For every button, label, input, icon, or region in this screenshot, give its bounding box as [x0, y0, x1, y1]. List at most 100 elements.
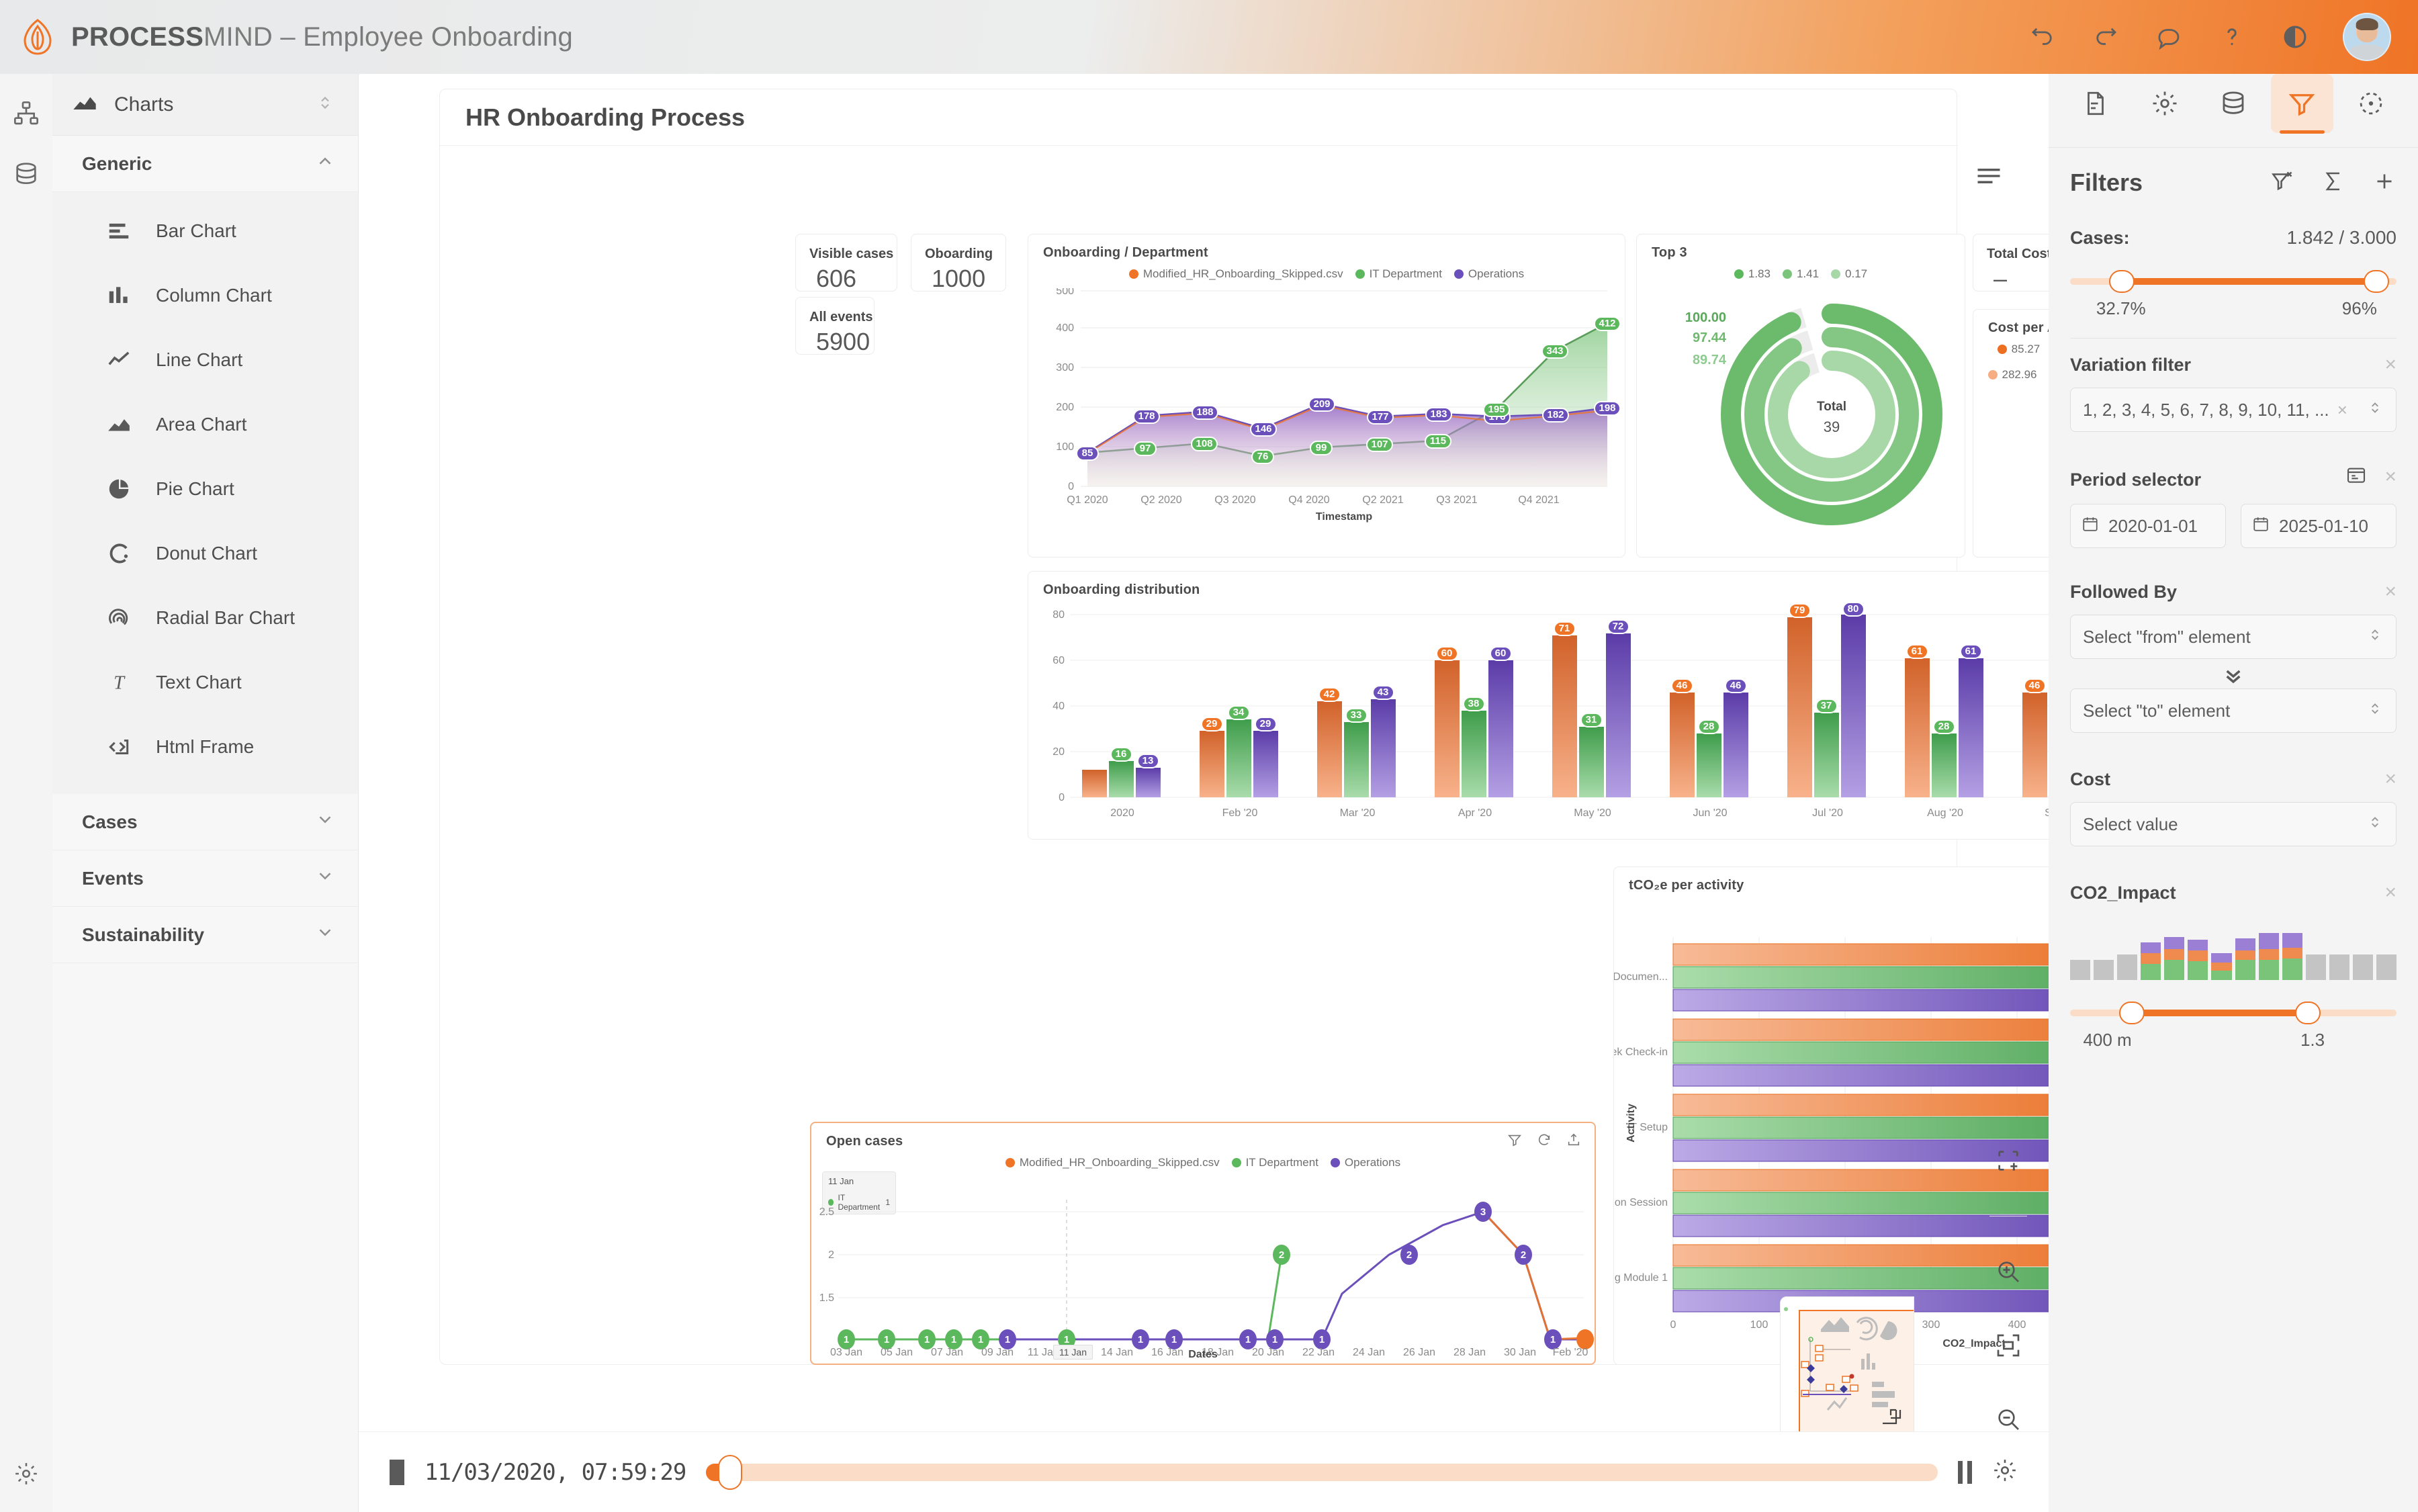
- brand-light: MIND: [204, 21, 273, 52]
- database-icon[interactable]: [11, 159, 42, 189]
- period-to-field[interactable]: 2025-01-10: [2241, 504, 2397, 548]
- chart-legend: Modified_HR_Onboarding_Skipped.csv IT De…: [811, 1156, 1595, 1169]
- export-icon[interactable]: [1566, 1132, 1581, 1151]
- cases-min-knob[interactable]: [2109, 270, 2135, 293]
- sidebar-item-pie-chart[interactable]: Pie Chart: [52, 457, 358, 521]
- process-canvas[interactable]: Complete Documentation Introduction Sess…: [359, 74, 2049, 1431]
- remove-period-filter-icon[interactable]: ×: [2384, 465, 2397, 488]
- rail-settings-icon[interactable]: [11, 1458, 42, 1489]
- tab-cluster[interactable]: [2340, 74, 2402, 133]
- calendar-range-icon[interactable]: [2345, 464, 2367, 489]
- comment-icon[interactable]: [2153, 21, 2184, 52]
- svg-text:1: 1: [1272, 1334, 1278, 1345]
- left-rail: [0, 74, 52, 1512]
- sidebar-item-donut-chart[interactable]: Donut Chart: [52, 521, 358, 586]
- sidebar-group-generic[interactable]: Generic: [52, 136, 358, 192]
- kpi-value: 606: [816, 265, 857, 292]
- sigma-icon[interactable]: [2321, 169, 2345, 197]
- tab-filters[interactable]: [2271, 74, 2333, 134]
- zoom-out-icon[interactable]: [1989, 1400, 2027, 1431]
- svg-text:1: 1: [1550, 1334, 1556, 1345]
- co2-max-knob[interactable]: [2295, 1002, 2321, 1024]
- cases-max-knob[interactable]: [2364, 270, 2390, 293]
- cost-select[interactable]: Select value: [2070, 802, 2397, 846]
- filter-icon[interactable]: [1507, 1132, 1522, 1151]
- fit-to-screen-icon[interactable]: [1989, 1327, 2027, 1364]
- text-chart-icon: T: [105, 668, 133, 697]
- select-area-icon[interactable]: [1989, 1142, 2027, 1180]
- legend-label: 85.27: [2011, 343, 2041, 355]
- chart-card-cost-per-activity: Cost per Activity 85.27 362.87 71.56 95.…: [1973, 309, 2049, 558]
- user-avatar[interactable]: [2343, 13, 2391, 61]
- sidebar-item-area-chart[interactable]: Area Chart: [52, 392, 358, 457]
- playback-knob[interactable]: [718, 1454, 743, 1490]
- legend-item: 1.83: [1734, 267, 1771, 281]
- stop-icon[interactable]: [390, 1459, 404, 1485]
- svg-text:29: 29: [1260, 718, 1271, 729]
- pause-icon[interactable]: [1958, 1460, 1972, 1484]
- contrast-icon[interactable]: [2280, 21, 2311, 52]
- sidebar-item-line-chart[interactable]: Line Chart: [52, 328, 358, 392]
- sidebar-group-events[interactable]: Events: [52, 850, 358, 907]
- period-from-field[interactable]: 2020-01-01: [2070, 504, 2226, 548]
- variation-select[interactable]: 1, 2, 3, 4, 5, 6, 7, 8, 9, 10, 11, ... ×: [2070, 388, 2397, 432]
- svg-text:80: 80: [1848, 603, 1859, 615]
- svg-text:300: 300: [1922, 1319, 1940, 1331]
- cost-label: Cost: [2070, 769, 2110, 789]
- legend-label: 1.83: [1748, 267, 1771, 280]
- add-filter-icon[interactable]: [2372, 169, 2397, 197]
- svg-text:43: 43: [1378, 686, 1389, 698]
- refresh-icon[interactable]: [1537, 1132, 1552, 1151]
- remove-followed-by-filter-icon[interactable]: ×: [2384, 580, 2397, 603]
- clear-filter-icon[interactable]: [2270, 169, 2294, 197]
- followed-by-to-placeholder: Select "to" element: [2083, 700, 2231, 721]
- sidebar-group-sustainability[interactable]: Sustainability: [52, 907, 358, 963]
- column-chart-icon: [105, 281, 133, 310]
- clear-icon[interactable]: ×: [2337, 399, 2347, 420]
- followed-by-from-select[interactable]: Select "from" element: [2070, 615, 2397, 659]
- remove-co2-filter-icon[interactable]: ×: [2384, 881, 2397, 903]
- help-icon[interactable]: [2216, 21, 2247, 52]
- zoom-in-icon[interactable]: [1989, 1253, 2027, 1290]
- sidebar-item-column-chart[interactable]: Column Chart: [52, 263, 358, 328]
- co2-min-knob[interactable]: [2118, 1002, 2145, 1024]
- co2-range-slider[interactable]: [2070, 997, 2397, 1028]
- svg-text:79: 79: [1794, 605, 1805, 616]
- radial-value-0: 100.00: [1685, 310, 1726, 325]
- svg-text:188: 188: [1196, 406, 1213, 418]
- brand-bold: PROCESS: [71, 21, 204, 52]
- sidebar-group-cases[interactable]: Cases: [52, 794, 358, 850]
- undo-icon[interactable]: [2027, 21, 2058, 52]
- chart-card-open-cases[interactable]: Open cases Modified_HR_Onboarding_Skippe…: [810, 1122, 1596, 1365]
- sidebar-header[interactable]: Charts: [52, 74, 358, 136]
- sidebar-item-bar-chart[interactable]: Bar Chart: [52, 199, 358, 263]
- canvas-minimap[interactable]: [1780, 1296, 1914, 1451]
- redo-icon[interactable]: [2090, 21, 2121, 52]
- cases-min-label: 32.7%: [2096, 298, 2146, 318]
- tab-document[interactable]: [2065, 74, 2126, 133]
- svg-text:3: 3: [1480, 1206, 1486, 1218]
- svg-text:14 Jan: 14 Jan: [1101, 1347, 1133, 1358]
- chevron-updown-icon: [2366, 399, 2384, 421]
- sidebar-item-label: Text Chart: [156, 672, 242, 693]
- sidebar-item-radial-bar-chart[interactable]: Radial Bar Chart: [52, 586, 358, 650]
- svg-text:209: 209: [1313, 398, 1330, 410]
- remove-variation-filter-icon[interactable]: ×: [2384, 353, 2397, 375]
- html-frame-icon: [105, 733, 133, 761]
- tab-settings[interactable]: [2133, 74, 2195, 133]
- followed-by-to-select[interactable]: Select "to" element: [2070, 688, 2397, 733]
- tab-data[interactable]: [2202, 74, 2264, 133]
- sidebar-item-text-chart[interactable]: T Text Chart: [52, 650, 358, 715]
- chevron-updown-icon[interactable]: [315, 93, 335, 116]
- area-chart-icon: [105, 410, 133, 439]
- playback-bar: 11/03/2020, 07:59:29: [359, 1431, 2049, 1512]
- playback-settings-icon[interactable]: [1992, 1458, 2018, 1486]
- playback-slider[interactable]: [706, 1454, 1938, 1490]
- sidebar-item-html-frame[interactable]: Html Frame: [52, 715, 358, 779]
- remove-cost-filter-icon[interactable]: ×: [2384, 768, 2397, 790]
- cases-range-slider[interactable]: [2070, 266, 2397, 297]
- process-hierarchy-icon[interactable]: [11, 98, 42, 129]
- co2-min-label: 400 m: [2083, 1030, 2132, 1050]
- svg-text:1: 1: [1138, 1334, 1143, 1345]
- dashboard-menu-icon[interactable]: [1974, 161, 2004, 194]
